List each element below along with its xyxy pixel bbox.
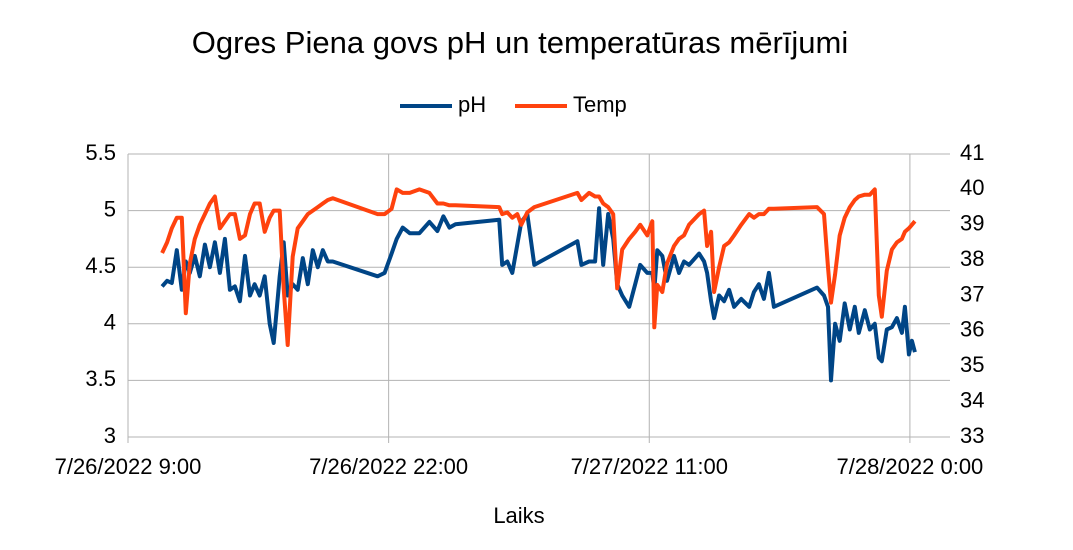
y2-tick-label: 34 [960, 387, 984, 412]
y-tick-label: 4.5 [85, 253, 116, 278]
chart-title: Ogres Piena govs pH un temperatūras mērī… [192, 25, 848, 60]
y2-tick-label: 38 [960, 246, 984, 271]
y2-tick-label: 39 [960, 211, 984, 236]
y-tick-label: 5 [104, 196, 116, 221]
y-tick-label: 5.5 [85, 140, 116, 165]
series-line [160, 187, 917, 347]
y-tick-label: 4 [104, 310, 116, 335]
y-tick-label: 3.5 [85, 366, 116, 391]
x-tick-label: 7/26/2022 9:00 [55, 454, 202, 479]
legend-label: pH [458, 92, 486, 117]
y2-tick-label: 37 [960, 281, 984, 306]
x-tick-label: 7/28/2022 0:00 [836, 454, 983, 479]
y2-tick-label: 36 [960, 317, 984, 342]
y2-tick-label: 35 [960, 352, 984, 377]
legend-label: Temp [573, 92, 627, 117]
x-axis-title: Laiks [493, 503, 544, 528]
series-line [160, 206, 917, 383]
y-tick-label: 3 [104, 423, 116, 448]
x-tick-label: 7/27/2022 11:00 [571, 454, 728, 479]
x-tick-label: 7/26/2022 22:00 [309, 454, 468, 479]
y2-tick-label: 33 [960, 423, 984, 448]
y2-tick-label: 40 [960, 175, 984, 200]
y2-tick-label: 41 [960, 140, 984, 165]
